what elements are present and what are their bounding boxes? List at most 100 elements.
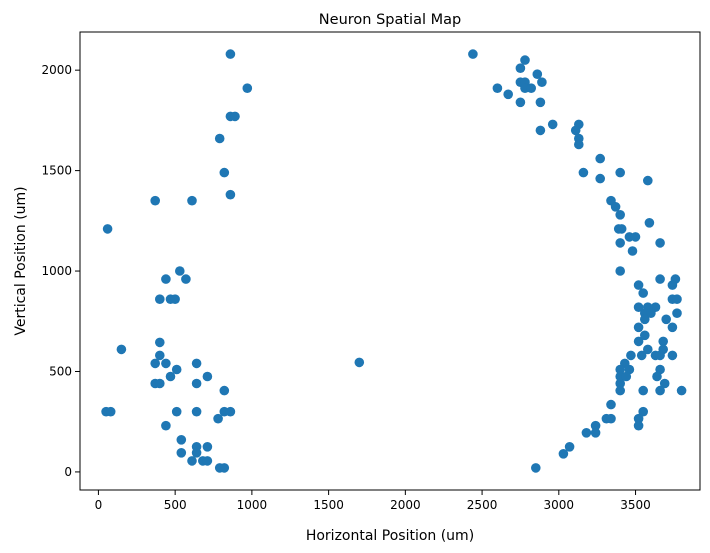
- data-point: [225, 189, 236, 200]
- data-point: [537, 77, 547, 87]
- data-point: [633, 280, 644, 290]
- chart-title: Neuron Spatial Map: [319, 12, 461, 28]
- data-point: [230, 111, 240, 122]
- data-point: [672, 308, 682, 319]
- data-point: [535, 97, 546, 108]
- data-point: [535, 125, 546, 136]
- x-tick-label: 500: [164, 498, 187, 512]
- data-point: [468, 49, 478, 59]
- data-point: [667, 280, 678, 290]
- data-point: [615, 167, 625, 178]
- data-point: [595, 153, 605, 164]
- y-tick-label: 1500: [41, 164, 72, 178]
- data-point: [161, 358, 171, 369]
- data-point: [655, 385, 665, 396]
- data-point: [615, 238, 625, 248]
- data-point: [171, 364, 182, 375]
- data-point: [640, 314, 650, 325]
- data-point: [155, 378, 165, 389]
- data-point: [676, 385, 687, 396]
- data-point: [615, 266, 625, 276]
- y-axis-label: Vertical Position (um): [13, 186, 29, 335]
- data-point: [667, 350, 678, 361]
- x-tick-label: 2500: [467, 498, 498, 512]
- data-point: [176, 448, 187, 458]
- data-point: [191, 406, 202, 417]
- data-point: [526, 83, 536, 93]
- data-point: [354, 357, 365, 368]
- data-point: [176, 435, 187, 445]
- data-point: [627, 246, 638, 256]
- data-point: [667, 322, 678, 333]
- data-point: [661, 314, 671, 325]
- data-point: [643, 175, 653, 186]
- y-tick-label: 2000: [41, 63, 72, 77]
- data-point: [672, 294, 682, 305]
- data-point: [633, 302, 644, 313]
- data-point: [581, 428, 592, 438]
- data-point: [191, 358, 202, 369]
- data-point: [202, 371, 213, 382]
- data-point: [532, 69, 543, 79]
- data-point: [633, 322, 644, 333]
- data-point: [105, 406, 116, 417]
- data-point: [626, 350, 636, 361]
- data-point: [161, 420, 171, 431]
- data-point: [155, 337, 165, 348]
- data-point: [202, 442, 213, 452]
- data-point: [590, 420, 601, 431]
- data-point: [633, 420, 644, 431]
- data-point: [574, 139, 584, 150]
- data-point: [630, 232, 641, 242]
- data-point: [615, 364, 625, 375]
- data-point: [615, 385, 625, 396]
- data-point: [102, 224, 113, 234]
- data-point: [638, 385, 648, 396]
- data-point: [515, 63, 526, 73]
- data-point: [643, 344, 653, 355]
- data-point: [520, 55, 530, 65]
- data-point: [219, 463, 230, 473]
- data-point: [652, 371, 662, 382]
- data-point: [214, 133, 225, 144]
- data-point: [150, 195, 160, 206]
- data-point: [638, 288, 648, 298]
- x-tick-label: 1500: [313, 498, 344, 512]
- plot-frame: [79, 31, 701, 491]
- data-point: [570, 125, 581, 136]
- data-point: [547, 119, 558, 130]
- data-point: [636, 350, 647, 361]
- data-point: [621, 371, 632, 382]
- data-point: [225, 406, 236, 417]
- data-point: [659, 378, 670, 389]
- data-point: [155, 350, 165, 361]
- data-point: [531, 463, 541, 473]
- x-axis-label: Horizontal Position (um): [306, 528, 474, 544]
- data-point: [610, 202, 621, 212]
- data-point: [590, 428, 601, 438]
- data-point: [171, 406, 182, 417]
- data-point: [558, 449, 569, 459]
- data-point: [116, 344, 127, 355]
- x-tick-label: 1000: [237, 498, 268, 512]
- data-point: [615, 210, 625, 220]
- data-point: [655, 274, 665, 284]
- data-point: [616, 224, 627, 234]
- data-point: [191, 378, 202, 389]
- data-point: [242, 83, 253, 93]
- y-axis-ticks: 0 500 1000 1500 2000: [41, 63, 80, 479]
- x-tick-label: 3500: [620, 498, 651, 512]
- data-point: [658, 336, 668, 347]
- data-point: [578, 167, 589, 178]
- y-tick-label: 0: [64, 465, 72, 479]
- data-point: [655, 238, 665, 248]
- y-tick-label: 1000: [41, 264, 72, 278]
- data-point: [503, 89, 513, 100]
- data-point: [202, 456, 213, 466]
- data-point: [225, 49, 236, 59]
- data-point: [638, 406, 648, 417]
- data-point: [181, 274, 191, 284]
- data-point: [633, 413, 644, 424]
